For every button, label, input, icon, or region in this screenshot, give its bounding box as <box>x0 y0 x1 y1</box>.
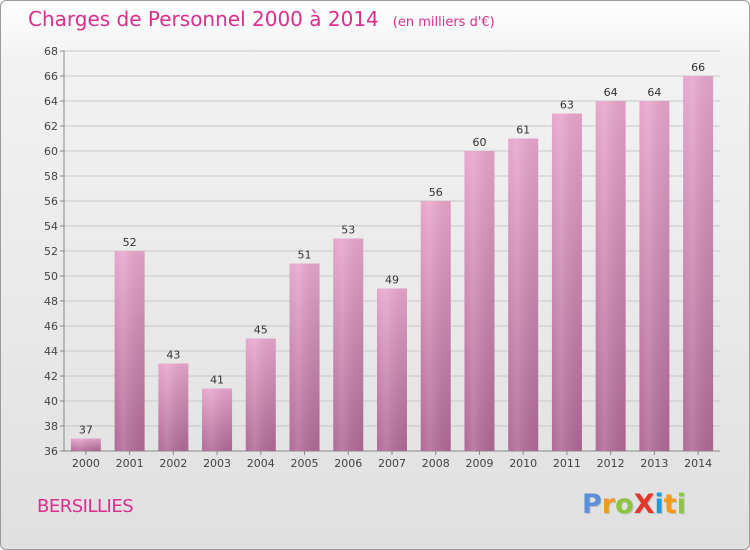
logo-letter: r <box>601 489 616 520</box>
bar-shine <box>508 138 539 451</box>
x-tick-label: 2003 <box>203 457 231 470</box>
data-label: 41 <box>210 374 224 387</box>
y-tick-label: 68 <box>44 45 58 58</box>
labels: 37 52 43 41 45 51 53 49 56 60 61 63 64 64 66 <box>79 61 705 437</box>
bar-shine <box>377 288 407 451</box>
bar-shine <box>683 76 714 451</box>
logo-letter: o <box>615 489 634 520</box>
bar-shine <box>551 113 582 451</box>
x-tick-label: 2005 <box>291 457 319 470</box>
data-label: 63 <box>560 99 574 112</box>
data-label: 64 <box>647 86 661 99</box>
data-label: 56 <box>429 186 443 199</box>
data-label: 51 <box>298 249 312 262</box>
bar-shine <box>639 101 670 451</box>
bar-shine <box>333 238 364 451</box>
x-tick-label: 2011 <box>553 457 581 470</box>
data-label: 43 <box>166 349 180 362</box>
x-tick-label: 2008 <box>422 457 450 470</box>
logo-letter: i <box>654 489 664 520</box>
y-tick-label: 46 <box>44 320 58 333</box>
x-tick-label: 2010 <box>509 457 537 470</box>
bar-shine <box>464 151 495 451</box>
y-tick-label: 52 <box>44 245 58 258</box>
y-tick-label: 66 <box>44 70 58 83</box>
chart-title: Charges de Personnel 2000 à 2014 (en mill… <box>28 7 495 31</box>
bar-shine <box>245 338 276 451</box>
x-tick-label: 2007 <box>378 457 406 470</box>
x-tick-label: 2013 <box>640 457 668 470</box>
data-label: 37 <box>79 424 93 437</box>
bar-shine <box>420 201 451 451</box>
chart-unit: (en milliers d'€) <box>392 15 495 30</box>
logo-letter: i <box>676 489 686 520</box>
chart-title-text: Charges de Personnel 2000 à 2014 <box>28 7 379 31</box>
data-label: 60 <box>472 136 486 149</box>
x-tick-label: 2014 <box>684 457 712 470</box>
y-tick-label: 54 <box>44 220 58 233</box>
y-tick-label: 36 <box>44 445 58 458</box>
y-tick-label: 48 <box>44 295 58 308</box>
y-tick-label: 42 <box>44 370 58 383</box>
bar-shine <box>202 388 233 451</box>
logo-letter: P <box>582 489 602 520</box>
proxiti-logo[interactable]: ProXiti <box>582 489 686 520</box>
y-tick-label: 44 <box>44 345 58 358</box>
y-tick-label: 50 <box>44 270 58 283</box>
x-tick-label: 2006 <box>334 457 362 470</box>
y-tick-label: 56 <box>44 195 58 208</box>
y-tick-label: 62 <box>44 120 58 133</box>
data-label: 61 <box>516 124 530 137</box>
place-name: BERSILLIES <box>37 496 134 517</box>
data-label: 53 <box>341 224 355 237</box>
bar-shine <box>595 101 626 451</box>
bars <box>70 76 714 451</box>
x-tick-label: 2002 <box>159 457 187 470</box>
data-label: 52 <box>123 236 137 249</box>
bar-shine <box>70 438 101 451</box>
data-label: 66 <box>691 61 705 74</box>
data-label: 49 <box>385 274 399 287</box>
bar-shine <box>289 263 320 451</box>
logo-letter: t <box>663 489 677 520</box>
logo-letter: X <box>633 489 655 520</box>
y-tick-label: 58 <box>44 170 58 183</box>
bar-shine <box>114 251 145 451</box>
data-label: 64 <box>604 86 618 99</box>
x-tick-label: 2001 <box>116 457 144 470</box>
data-label: 45 <box>254 324 268 337</box>
y-tick-label: 40 <box>44 395 58 408</box>
y-tick-label: 64 <box>44 95 58 108</box>
y-tick-label: 38 <box>44 420 58 433</box>
x-tick-label: 2004 <box>247 457 275 470</box>
x-tick-label: 2012 <box>597 457 625 470</box>
x-tick-label: 2000 <box>72 457 100 470</box>
y-tick-label: 60 <box>44 145 58 158</box>
x-tick-label: 2009 <box>465 457 493 470</box>
bar-shine <box>158 363 189 451</box>
